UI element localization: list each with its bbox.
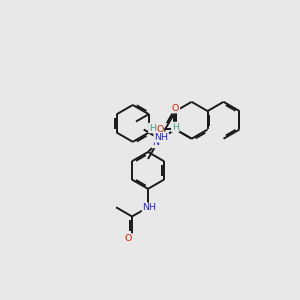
Text: NH: NH xyxy=(154,133,168,142)
Text: O: O xyxy=(156,125,164,134)
Text: O: O xyxy=(125,234,132,243)
Text: H: H xyxy=(172,122,179,131)
Text: N: N xyxy=(152,139,159,148)
Text: O: O xyxy=(172,103,179,112)
Text: H: H xyxy=(149,124,156,133)
Text: NH: NH xyxy=(142,203,157,212)
